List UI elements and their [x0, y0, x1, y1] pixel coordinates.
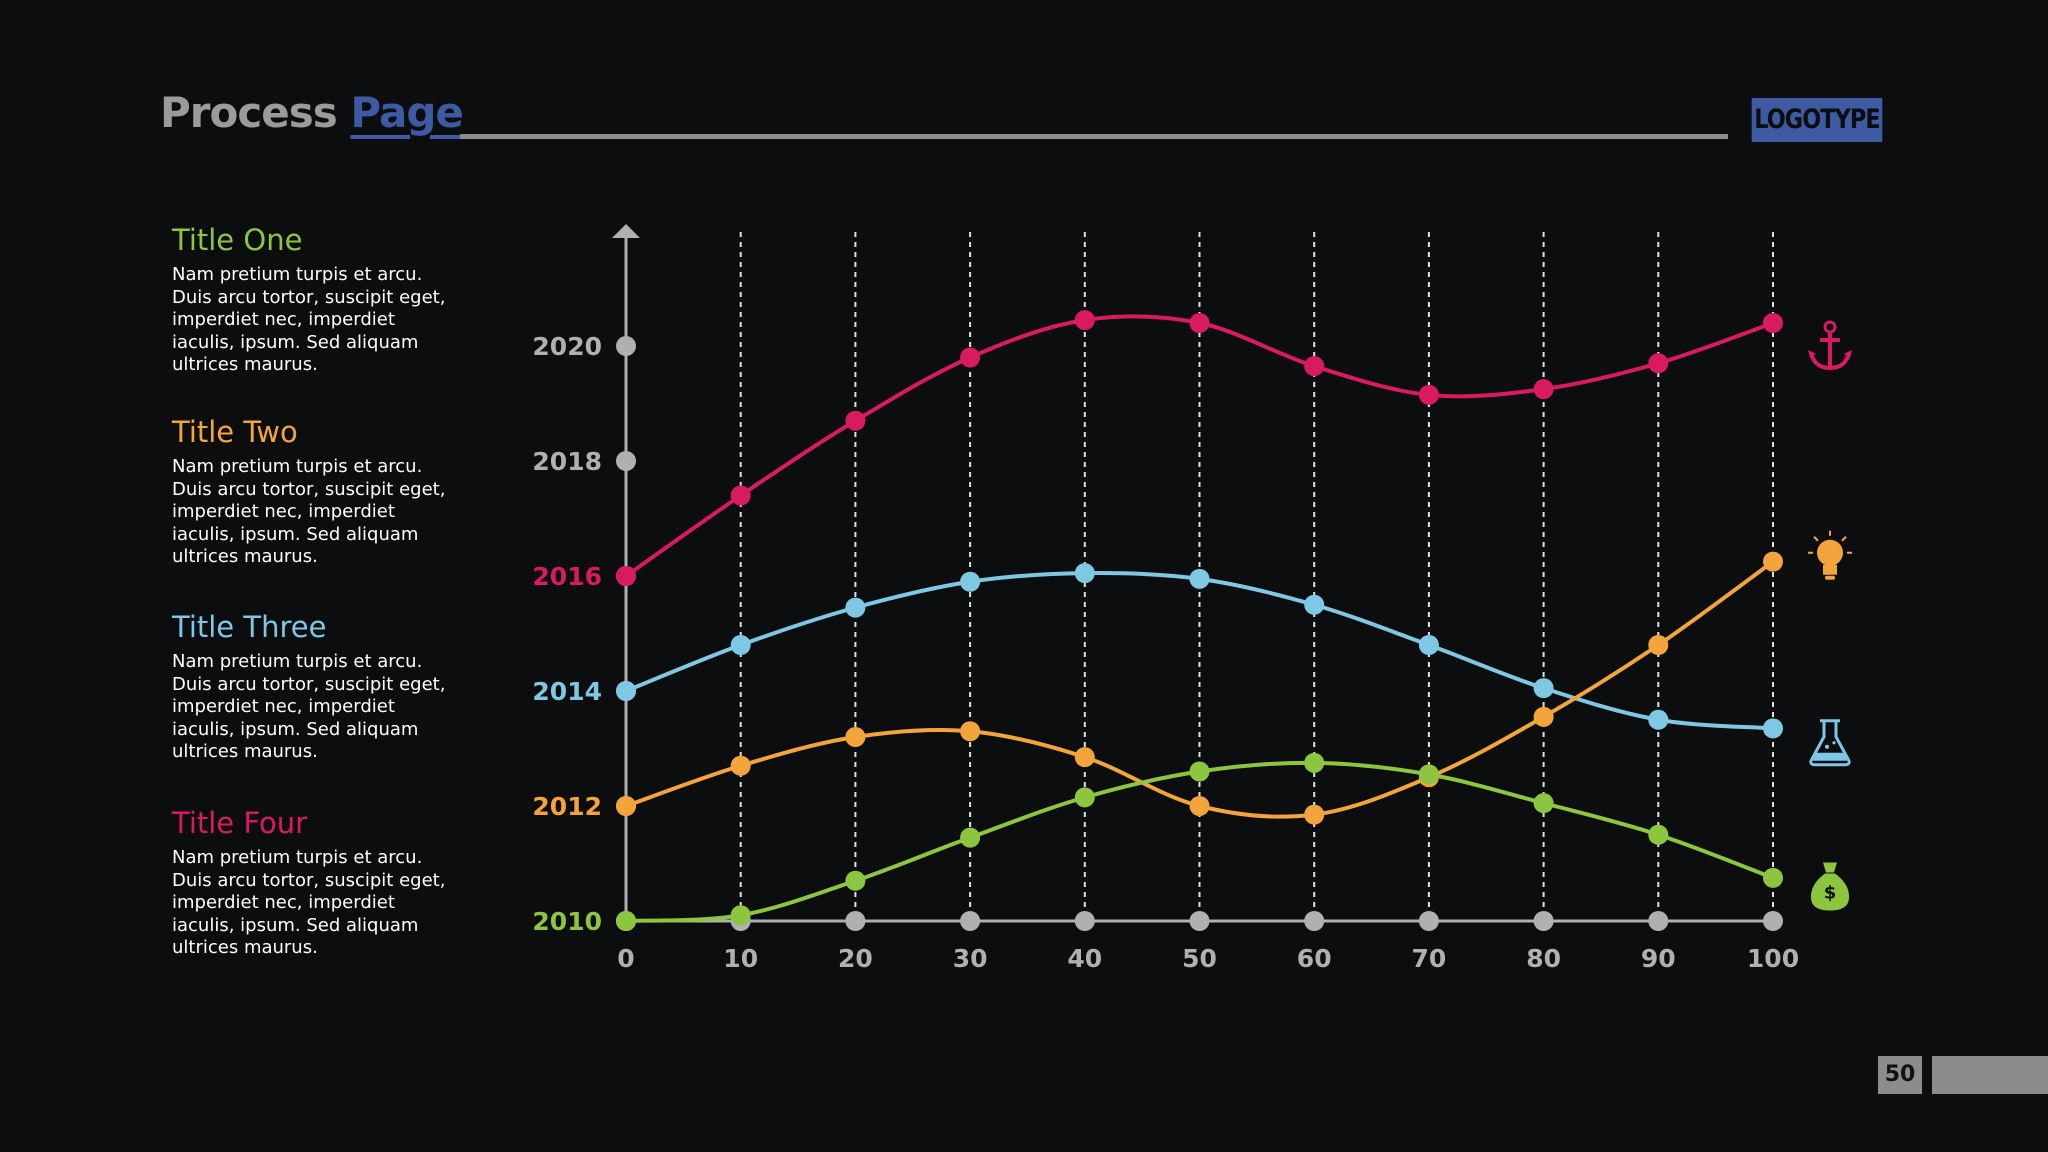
y-tick-label: 2020: [532, 332, 602, 361]
data-point: [1304, 752, 1325, 773]
data-point: [1418, 384, 1439, 405]
data-point: [1418, 635, 1439, 655]
y-tick-dot: [616, 451, 636, 471]
y-tick-label: 2012: [532, 792, 602, 821]
data-point: [1648, 635, 1669, 655]
data-point: [1189, 313, 1210, 333]
x-tick-dot: [1189, 911, 1210, 931]
data-point: [1763, 313, 1783, 333]
y-tick-label: 2016: [532, 562, 602, 591]
data-point: [1304, 804, 1325, 825]
sidebar-block-3: Title Three Nam pretium turpis et arcu. …: [172, 609, 462, 764]
x-tick-label: 20: [838, 944, 873, 973]
data-point: [616, 681, 636, 701]
anchor-icon: [1808, 320, 1852, 371]
data-point: [1533, 706, 1554, 727]
data-point: [1533, 678, 1554, 699]
sidebar-title: Title One: [172, 223, 303, 257]
data-point: [960, 721, 981, 742]
data-point: [1648, 824, 1669, 845]
data-point: [1304, 594, 1325, 615]
data-point: [1648, 353, 1669, 374]
data-point: [1418, 764, 1439, 785]
x-tick-label: 70: [1412, 944, 1447, 973]
x-tick-label: 30: [953, 944, 988, 973]
x-tick-label: 60: [1297, 944, 1332, 973]
x-tick-label: 90: [1641, 944, 1676, 973]
data-point: [845, 597, 866, 618]
x-tick-label: 10: [723, 944, 758, 973]
y-tick-dot: [616, 336, 636, 356]
sidebar-title: Title Three: [172, 610, 327, 644]
data-point: [730, 635, 751, 655]
x-tick-dot: [1763, 911, 1783, 931]
money-bag-icon: $: [1810, 862, 1850, 911]
sidebar-block-4: Title Four Nam pretium turpis et arcu. D…: [172, 805, 462, 960]
data-point: [1648, 709, 1669, 730]
x-tick-label: 40: [1067, 944, 1102, 973]
data-point: [1189, 761, 1210, 782]
data-point: [960, 571, 981, 592]
x-tick-dot: [1074, 911, 1095, 931]
sidebar-block-2: Title Two Nam pretium turpis et arcu. Du…: [172, 414, 462, 569]
data-point: [616, 566, 636, 586]
data-point: [845, 410, 866, 431]
x-tick-label: 0: [617, 944, 634, 973]
data-point: [1074, 747, 1095, 768]
x-tick-label: 50: [1182, 944, 1217, 973]
sidebar-text: Nam pretium turpis et arcu. Duis arcu to…: [172, 847, 446, 958]
data-point: [1074, 310, 1095, 331]
page-number: 50: [1878, 1056, 1922, 1094]
data-point: [1763, 718, 1783, 739]
svg-text:$: $: [1824, 883, 1837, 904]
header-divider: [460, 134, 1728, 139]
y-tick-label: 2018: [532, 447, 602, 476]
data-point: [960, 347, 981, 368]
page-footer-bar: [1932, 1056, 2048, 1094]
sidebar-text: Nam pretium turpis et arcu. Duis arcu to…: [172, 651, 446, 762]
data-point: [1763, 551, 1783, 572]
data-point: [1533, 793, 1554, 814]
x-tick-dot: [845, 911, 866, 931]
data-point: [1533, 379, 1554, 400]
x-tick-label: 100: [1747, 944, 1799, 973]
data-point: [845, 727, 866, 747]
data-point: [1189, 796, 1210, 816]
y-axis-arrow: [612, 224, 640, 238]
x-tick-dot: [1648, 911, 1669, 931]
y-tick-label: 2010: [532, 907, 602, 936]
data-point: [845, 870, 866, 891]
x-tick-dot: [1533, 911, 1554, 931]
x-tick-dot: [1304, 911, 1325, 931]
sidebar-text: Nam pretium turpis et arcu. Duis arcu to…: [172, 456, 446, 567]
data-point: [1074, 563, 1095, 584]
y-tick-label: 2014: [532, 677, 602, 706]
logo: LOGOTYPE: [1751, 98, 1883, 142]
page-title-part2: Page: [350, 88, 464, 137]
x-tick-label: 80: [1526, 944, 1561, 973]
data-point: [730, 905, 751, 926]
data-point: [1304, 356, 1325, 377]
sidebar-title: Title Two: [172, 415, 298, 449]
lightbulb-icon: [1808, 530, 1852, 580]
data-point: [730, 485, 751, 506]
x-tick-dot: [960, 911, 981, 931]
data-point: [730, 755, 751, 776]
data-point: [1074, 787, 1095, 808]
page-title-part1: Process: [160, 88, 338, 137]
data-point: [1763, 867, 1783, 888]
data-point: [1189, 568, 1210, 589]
data-point: [616, 911, 636, 931]
sidebar-text: Nam pretium turpis et arcu. Duis arcu to…: [172, 264, 446, 375]
data-point: [960, 827, 981, 848]
sidebar-title: Title Four: [172, 806, 308, 840]
x-tick-dot: [1418, 911, 1439, 931]
flask-icon: [1809, 719, 1851, 767]
data-point: [616, 796, 636, 816]
sidebar-block-1: Title One Nam pretium turpis et arcu. Du…: [172, 222, 462, 377]
page-title: Process Page: [160, 88, 464, 137]
